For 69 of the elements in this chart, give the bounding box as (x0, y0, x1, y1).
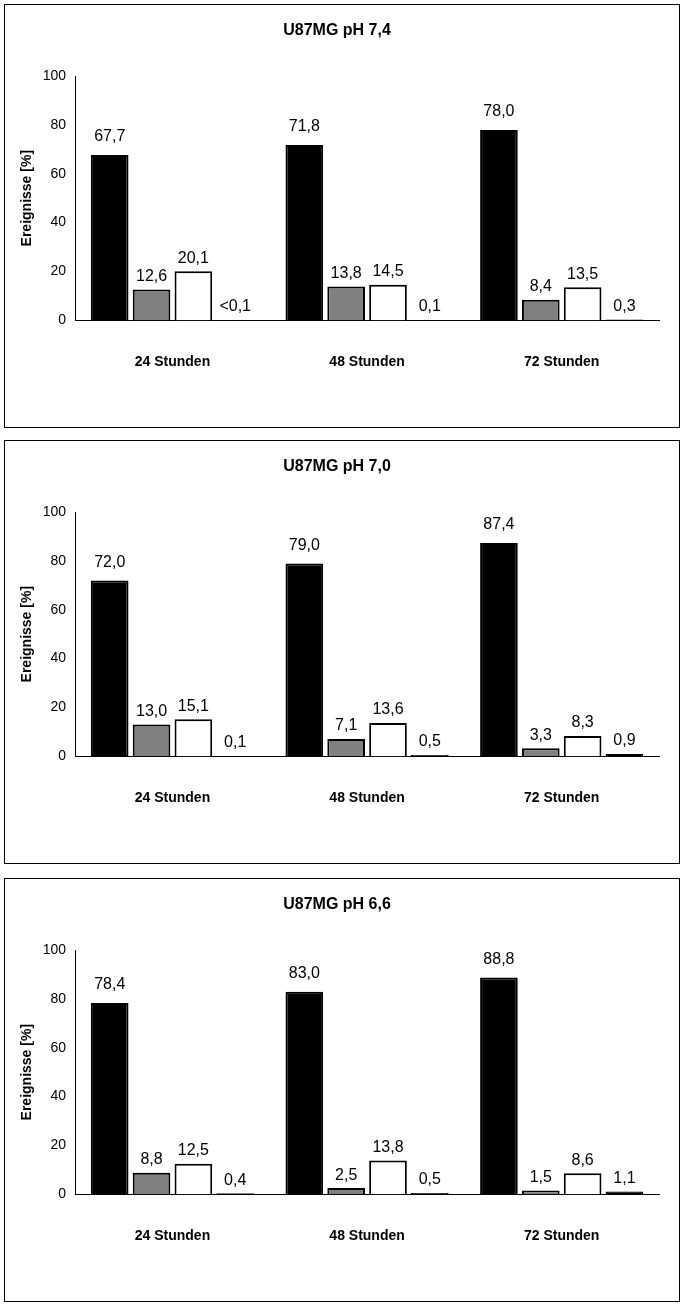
y-tick-label: 0 (58, 1185, 67, 1202)
data-label: 0,1 (418, 297, 442, 315)
data-label: 72,0 (94, 552, 126, 570)
y-tick-label: 0 (58, 747, 67, 764)
chart-title: U87MG pH 7,0 (283, 457, 391, 475)
data-label: 13,8 (372, 1137, 404, 1155)
data-label: 8,8 (140, 1150, 163, 1168)
y-axis-title: Ereignisse [%] (18, 1023, 35, 1121)
y-tick-label: 20 (50, 698, 67, 715)
y-tick-label: 100 (42, 67, 67, 84)
y-tick-label: 0 (58, 311, 67, 328)
y-tick-label: 20 (50, 262, 67, 279)
data-label: 78,0 (483, 102, 515, 120)
data-label: 71,8 (288, 117, 320, 135)
y-tick-label: 100 (42, 503, 67, 520)
data-label: 13,8 (330, 263, 362, 281)
data-label: 8,6 (571, 1150, 594, 1168)
data-label: 8,4 (529, 277, 552, 295)
chart-title: U87MG pH 7,4 (283, 21, 391, 39)
y-tick-label: 60 (50, 600, 67, 617)
data-label: 0,1 (224, 733, 247, 751)
data-label: 1,5 (529, 1167, 552, 1185)
y-tick-label: 80 (50, 115, 67, 132)
y-tick-label: 100 (42, 941, 67, 958)
y-axis-title: Ereignisse [%] (18, 585, 35, 683)
data-label: 0,9 (613, 731, 636, 749)
data-label: 13,6 (372, 700, 404, 718)
data-label: 14,5 (372, 262, 404, 280)
x-tick-label: 24 Stunden (134, 1227, 211, 1244)
data-label: 3,3 (529, 725, 552, 743)
y-tick-label: 40 (50, 213, 67, 230)
data-label: 20,1 (177, 248, 210, 266)
x-tick-label: 72 Stunden (523, 789, 600, 806)
x-tick-label: 72 Stunden (523, 353, 600, 370)
data-label: 0,5 (418, 732, 442, 750)
data-label: 15,1 (177, 696, 210, 714)
data-label: 67,7 (94, 127, 126, 145)
data-label: 83,0 (288, 964, 320, 982)
chart-title: U87MG pH 6,6 (283, 895, 391, 913)
data-label: 79,0 (288, 535, 320, 553)
data-label: 78,4 (94, 975, 126, 993)
data-label: 8,3 (571, 713, 594, 731)
data-label: 0,5 (418, 1170, 442, 1188)
x-tick-label: 24 Stunden (134, 789, 211, 806)
y-tick-label: 40 (50, 1087, 67, 1104)
data-label: 7,1 (335, 716, 358, 734)
y-tick-label: 80 (50, 551, 67, 568)
x-tick-label: 48 Stunden (329, 1227, 405, 1244)
data-label: 0,4 (224, 1170, 247, 1188)
y-tick-label: 20 (50, 1136, 67, 1153)
data-label: 12,6 (135, 266, 168, 284)
x-tick-label: 48 Stunden (329, 789, 405, 806)
data-label: 1,1 (613, 1168, 636, 1186)
x-tick-label: 24 Stunden (134, 353, 211, 370)
data-label: 0,3 (613, 296, 636, 314)
y-axis-title: Ereignisse [%] (18, 149, 35, 247)
y-tick-label: 80 (50, 989, 67, 1006)
data-label: 2,5 (335, 1165, 358, 1183)
x-tick-label: 72 Stunden (523, 1227, 600, 1244)
y-tick-label: 40 (50, 649, 67, 666)
data-label: 13,0 (135, 701, 168, 719)
data-label: <0,1 (219, 297, 252, 315)
y-tick-label: 60 (50, 1038, 67, 1055)
data-label: 12,5 (177, 1141, 210, 1159)
y-tick-label: 60 (50, 164, 67, 181)
data-label: 87,4 (483, 515, 515, 533)
data-label: 13,5 (567, 264, 599, 282)
x-tick-label: 48 Stunden (329, 353, 405, 370)
data-label: 88,8 (483, 949, 515, 967)
